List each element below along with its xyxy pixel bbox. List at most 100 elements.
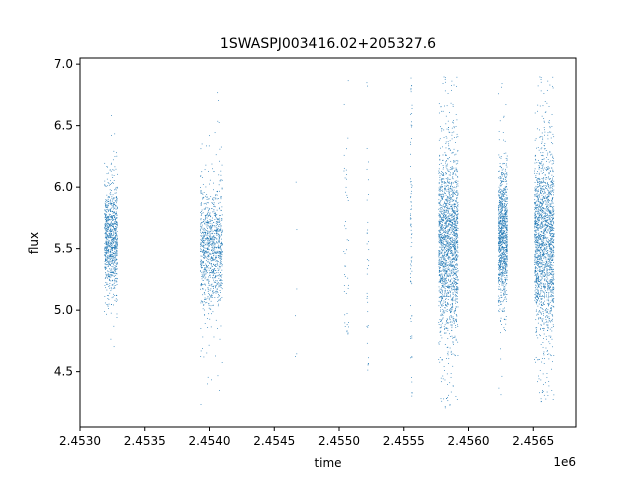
data-point [207, 222, 209, 224]
data-point [202, 348, 203, 349]
data-point [502, 249, 504, 250]
data-point [452, 254, 454, 256]
data-point [110, 194, 112, 196]
data-point [500, 291, 502, 293]
data-point [501, 217, 503, 219]
data-point [105, 220, 107, 221]
data-point [497, 299, 499, 301]
data-point [450, 215, 452, 217]
data-point [453, 280, 455, 282]
data-point [450, 185, 452, 187]
data-point [116, 313, 118, 315]
data-point [450, 275, 451, 277]
data-point [503, 226, 505, 228]
data-point [221, 264, 223, 266]
data-point [438, 343, 440, 345]
data-point [456, 223, 458, 224]
data-point [452, 104, 454, 106]
data-point [201, 226, 203, 228]
data-point [217, 251, 218, 253]
data-point [501, 259, 503, 261]
data-point [115, 235, 116, 236]
data-point [540, 234, 542, 236]
data-point [503, 286, 505, 287]
data-point [114, 267, 116, 269]
data-point [443, 172, 444, 174]
data-point [116, 235, 118, 237]
data-point [503, 249, 505, 251]
data-point [106, 220, 108, 221]
data-point [200, 300, 202, 302]
data-point [214, 226, 216, 228]
data-point [455, 338, 457, 340]
data-point [116, 284, 118, 285]
data-point [112, 252, 114, 254]
data-point [504, 179, 506, 180]
data-point [109, 201, 111, 203]
data-point [499, 156, 501, 158]
data-point [500, 205, 501, 206]
data-point [447, 243, 448, 245]
data-point [444, 263, 446, 265]
data-point [202, 302, 204, 304]
data-point [214, 237, 216, 238]
data-point [446, 199, 448, 200]
data-point [112, 237, 114, 239]
data-point [553, 246, 555, 248]
data-point [208, 238, 210, 239]
data-point [116, 198, 118, 200]
data-point [440, 279, 442, 281]
data-point [501, 194, 503, 196]
data-point [106, 194, 108, 196]
data-point [505, 211, 507, 213]
data-point [221, 283, 223, 285]
data-point [108, 263, 110, 265]
data-point [550, 131, 552, 133]
data-point [451, 249, 452, 251]
data-point [450, 239, 451, 241]
data-point [506, 207, 508, 209]
data-point [200, 241, 202, 243]
data-point [498, 171, 500, 172]
data-point [209, 243, 211, 245]
data-point [439, 264, 441, 266]
data-point [206, 217, 208, 219]
data-point [457, 234, 458, 236]
data-point [116, 225, 118, 227]
data-point [441, 213, 443, 215]
data-point [210, 263, 212, 265]
data-point [456, 182, 457, 184]
data-point [506, 238, 508, 240]
data-point [212, 311, 214, 313]
data-point [446, 264, 448, 266]
data-point [109, 203, 111, 205]
data-point [442, 110, 444, 112]
data-point [442, 260, 444, 262]
data-point [552, 188, 553, 190]
data-point [439, 207, 441, 209]
data-point [453, 274, 454, 276]
data-point [498, 241, 500, 243]
data-point [446, 209, 448, 211]
data-point [550, 306, 552, 308]
data-point [444, 344, 446, 345]
data-point [451, 244, 453, 246]
data-point [504, 237, 506, 239]
data-point [113, 282, 115, 284]
data-point [447, 187, 449, 189]
data-point [498, 233, 499, 234]
data-point [106, 250, 108, 252]
data-point [450, 232, 452, 234]
data-point [452, 254, 454, 256]
data-point [454, 247, 456, 249]
data-point [498, 219, 500, 221]
data-point [209, 212, 211, 214]
data-point [441, 247, 442, 249]
data-point [502, 264, 503, 266]
data-point [452, 285, 454, 287]
data-point [207, 213, 208, 215]
data-point [498, 206, 499, 208]
data-point [442, 283, 444, 285]
data-point [215, 256, 217, 258]
data-point [219, 390, 220, 391]
